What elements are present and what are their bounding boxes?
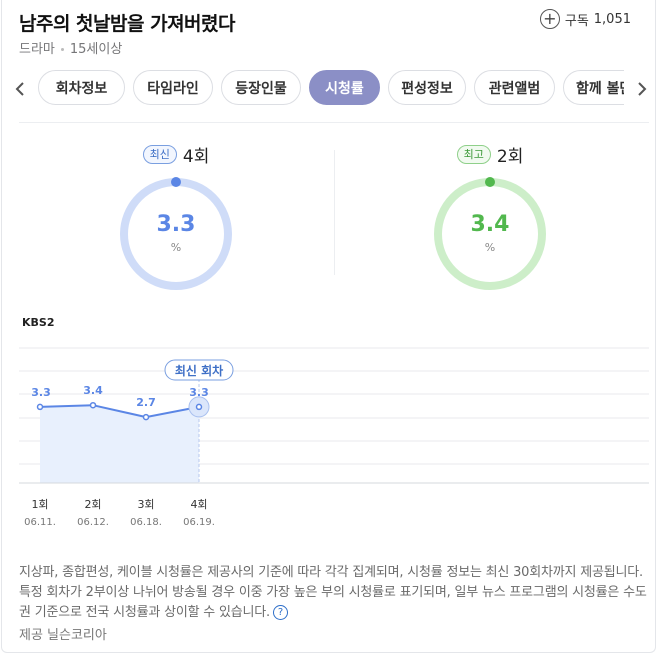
best-header: 최고 2회 [340, 142, 640, 167]
data-point [89, 401, 97, 409]
best-badge: 최고 [456, 145, 491, 164]
tab-episode-info[interactable]: 회차정보 [38, 70, 125, 105]
divider [19, 122, 649, 123]
latest-unit: % [170, 241, 182, 254]
separator-dot [60, 48, 64, 51]
latest-callout-text: 최신 회차 [175, 363, 223, 378]
data-label: 3.3 [189, 386, 209, 399]
chevron-right-icon[interactable] [632, 79, 652, 99]
x-tick-date: 06.19. [183, 517, 215, 528]
data-label: 2.7 [136, 396, 156, 409]
series-line [39, 404, 200, 419]
data-point [195, 403, 203, 411]
data-point [36, 403, 44, 411]
tab-timeline[interactable]: 타임라인 [133, 70, 213, 105]
data-label: 3.4 [83, 384, 103, 397]
best-episode: 2회 [496, 147, 524, 167]
latest-episode: 4회 [182, 147, 210, 167]
latest-header: 최신 4회 [26, 142, 326, 167]
x-tick-label: 1회 [31, 498, 48, 511]
tab-recommend[interactable]: 함께 볼만한 [563, 70, 624, 105]
panel-divider [334, 150, 335, 275]
x-tick-label: 4회 [190, 498, 207, 511]
subscribe-label: 구독 [564, 13, 589, 29]
tab-ratings[interactable]: 시청률 [309, 70, 380, 105]
best-unit: % [484, 241, 496, 254]
series-area [40, 405, 199, 483]
age-rating-label: 15세이상 [69, 42, 123, 57]
latest-rating-panel: 최신 4회 3.3 % [26, 140, 326, 300]
x-tick-date: 06.18. [130, 517, 162, 528]
subscribe-button[interactable]: + 구독 1,051 [539, 9, 631, 29]
help-icon[interactable]: ? [272, 605, 288, 620]
tab-related-album[interactable]: 관련앨범 [474, 70, 555, 105]
x-tick-label: 3회 [137, 498, 154, 511]
best-rating-panel: 최고 2회 3.4 % [340, 140, 640, 300]
latest-ring [120, 177, 232, 290]
chevron-left-icon[interactable] [10, 79, 30, 99]
best-ring [434, 177, 546, 290]
ratings-note-text: 지상파, 종합편성, 케이블 시청률은 제공사의 기준에 따라 각각 집계되며,… [19, 565, 647, 620]
x-tick-label: 2회 [84, 498, 101, 511]
plus-icon: + [539, 9, 560, 29]
ratings-note: 지상파, 종합편성, 케이블 시청률은 제공사의 기준에 따라 각각 집계되며,… [19, 563, 649, 623]
best-ring-marker [485, 177, 495, 187]
ratings-line-chart: 3.3 1회 06.11. 3.4 2회 06.12. 2.7 3회 06.18. 3.3 4회 06… [19, 347, 649, 528]
page-title: 남주의 첫날밤을 가져버렸다 [19, 13, 236, 35]
x-tick-date: 06.11. [24, 517, 56, 528]
data-label: 3.3 [31, 386, 51, 399]
data-point [142, 413, 150, 421]
program-meta: 드라마 15세이상 [19, 38, 122, 57]
station-label: KBS2 [22, 316, 55, 329]
latest-callout-box [164, 359, 234, 381]
tab-schedule[interactable]: 편성정보 [388, 70, 466, 105]
data-provider: 제공 닐슨코리아 [19, 628, 107, 643]
tab-cast[interactable]: 등장인물 [221, 70, 301, 105]
genre-label: 드라마 [19, 42, 55, 57]
latest-ring-marker [171, 177, 181, 187]
latest-value: 3.3 [156, 212, 196, 237]
best-value: 3.4 [470, 212, 510, 237]
x-tick-date: 06.12. [77, 517, 109, 528]
subscribe-count: 1,051 [593, 11, 631, 27]
latest-badge: 최신 [142, 145, 177, 164]
